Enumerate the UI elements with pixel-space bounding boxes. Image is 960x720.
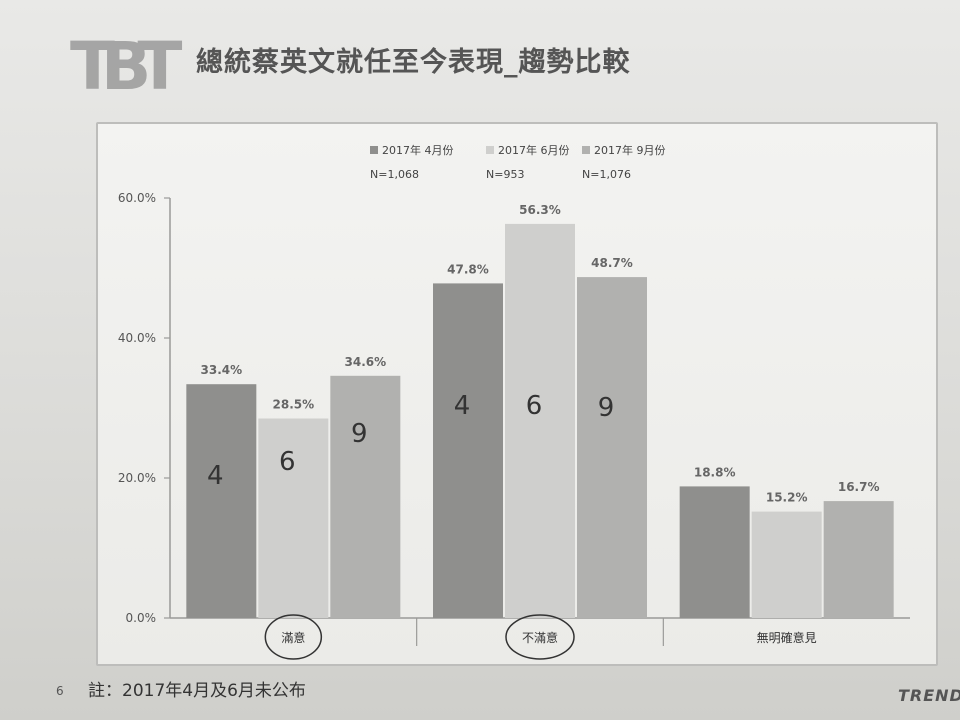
y-tick-label: 20.0% — [118, 471, 156, 485]
handwritten-digit: 4 — [454, 391, 471, 421]
handwritten-marks: 4 6 9 4 6 9 — [207, 391, 615, 660]
y-tick-label: 0.0% — [126, 611, 157, 625]
bar — [823, 501, 894, 618]
data-label: 34.6% — [345, 355, 387, 369]
bar — [577, 277, 647, 618]
handwritten-digit: 6 — [526, 391, 543, 421]
data-label: 15.2% — [766, 491, 808, 505]
legend-swatch — [582, 146, 590, 154]
bar — [186, 384, 257, 618]
bar — [330, 375, 401, 618]
data-label: 28.5% — [273, 398, 315, 412]
hand-drawn-circle — [264, 614, 323, 660]
legend-entry: 2017年 9月份 — [594, 143, 666, 157]
data-label: 47.8% — [447, 262, 489, 276]
legend-sample-size: N=953 — [486, 168, 524, 181]
data-label: 48.7% — [591, 256, 633, 270]
brand-logo: TREND — [898, 686, 960, 705]
bar — [751, 511, 822, 618]
bar — [679, 486, 750, 618]
data-label: 33.4% — [201, 363, 243, 377]
x-tick-label: 無明確意見 — [757, 630, 817, 645]
legend-sample-size: N=1,076 — [582, 168, 631, 181]
legend-entry: 2017年 4月份 — [382, 143, 454, 157]
legend-entry: 2017年 6月份 — [498, 143, 570, 157]
page-number: 6 — [56, 684, 64, 698]
data-labels: 33.4% 28.5% 34.6% 47.8% 56.3% 48.7% 18.8% 15.2%… — [201, 203, 880, 505]
chart-frame: 0.0% 20.0% 40.0% 60.0% 滿意 不滿意 無明確意見 33.4% 28.5%… — [96, 122, 938, 666]
bar — [258, 418, 329, 618]
footnote: 註：2017年4月及6月未公布 — [88, 681, 306, 701]
legend: 2017年 4月份 N=1,068 2017年 6月份 N=953 2017年 9月份 N… — [370, 143, 666, 181]
y-tick-label: 60.0% — [118, 191, 156, 205]
bar — [505, 223, 575, 618]
handwritten-digit: 4 — [207, 461, 224, 491]
data-label: 18.8% — [694, 465, 736, 479]
hand-drawn-circle — [505, 614, 575, 660]
x-tick-label: 滿意 — [281, 630, 305, 645]
data-label: 16.7% — [838, 480, 880, 494]
y-tick-label: 40.0% — [118, 331, 156, 345]
bar — [433, 283, 503, 618]
handwritten-digit: 9 — [598, 393, 615, 423]
legend-swatch — [486, 146, 494, 154]
handwritten-digit: 9 — [351, 419, 368, 449]
page-title: 總統蔡英文就任至今表現_趨勢比較 — [196, 47, 631, 78]
bars — [186, 223, 894, 618]
logo: TBT — [70, 28, 182, 105]
legend-swatch — [370, 146, 378, 154]
handwritten-digit: 6 — [279, 447, 296, 477]
legend-sample-size: N=1,068 — [370, 168, 419, 181]
x-tick-label: 不滿意 — [522, 630, 558, 645]
data-label: 56.3% — [519, 203, 561, 217]
bar-chart: 0.0% 20.0% 40.0% 60.0% 滿意 不滿意 無明確意見 33.4% 28.5%… — [118, 143, 910, 660]
